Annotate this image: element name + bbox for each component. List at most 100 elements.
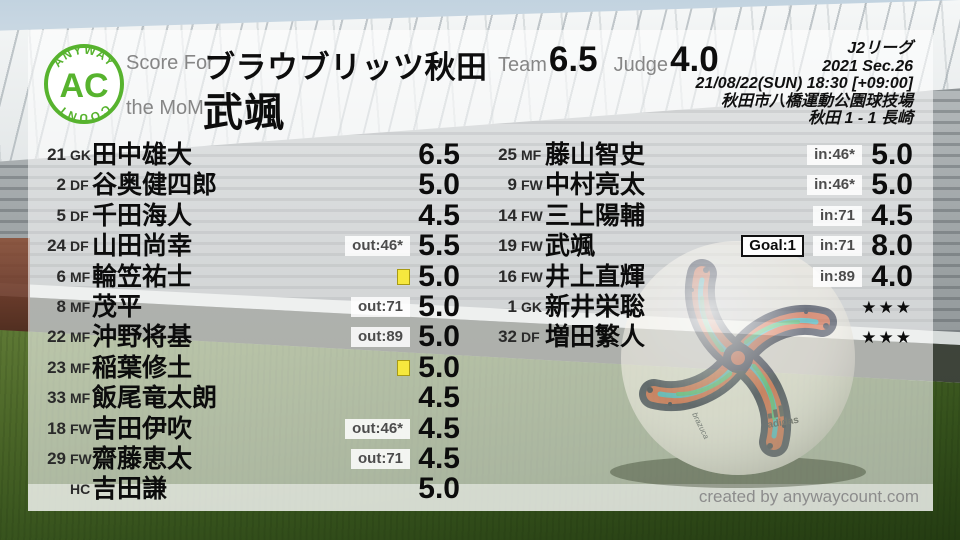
player-number: 6 — [56, 266, 66, 286]
player-row: 8 MF 茂平 out:71 5.0 — [0, 292, 960, 322]
player-rating: 4.5 — [418, 442, 460, 475]
out-badge: out:89 — [351, 327, 410, 348]
player-row: 16 FW 井上直輝 in:89 4.0 — [0, 261, 960, 292]
player-badges: out:71 — [351, 444, 410, 474]
player-row: HC 吉田謙 5.0 — [0, 474, 960, 504]
player-row: 29 FW 齋藤恵太 out:71 4.5 — [0, 444, 960, 474]
player-position: GK — [70, 147, 91, 163]
player-row: 5 DF 千田海人 4.5 — [0, 200, 960, 231]
match-info-kickoff: 21/08/22(SUN) 18:30 [+09:00] — [695, 75, 913, 93]
player-position: MF — [521, 147, 542, 163]
player-number: 21 — [47, 145, 66, 164]
player-badges: out:89 — [351, 322, 410, 352]
player-badges: in:46* — [807, 170, 862, 200]
player-badges: in:89 — [812, 262, 862, 292]
player-rating: 5.0 — [418, 168, 460, 202]
match-info-block: J2リーグ 2021 Sec.26 21/08/22(SUN) 18:30 [+… — [696, 40, 913, 128]
player-name: 谷奥健四郎 — [92, 171, 218, 200]
player-number: 2 — [56, 175, 66, 195]
player-row: 22 MF 沖野将基 out:89 5.0 — [0, 322, 960, 352]
player-number: 33 — [47, 388, 66, 408]
player-position: FW — [521, 238, 543, 255]
player-position: MF — [70, 390, 91, 407]
out-badge: out:46* — [345, 418, 410, 439]
soccer-ball: adidas brazuca — [600, 238, 876, 490]
player-position: MF — [70, 329, 91, 346]
player-name: 井上直輝 — [545, 262, 646, 291]
player-name: 三上陽輔 — [545, 201, 646, 230]
player-number: 32 — [498, 327, 517, 347]
in-badge: in:71 — [812, 205, 862, 226]
player-name: 吉田伊吹 — [92, 414, 193, 443]
player-name: 飯尾竜太朗 — [92, 384, 218, 413]
mom-name: 武颯 — [203, 91, 285, 135]
player-number: 23 — [47, 357, 66, 377]
player-row: 19 FW 武颯 Goal:1 in:71 8.0 — [0, 231, 960, 261]
player-badges: out:46* — [345, 414, 410, 444]
team-score-label: Team — [498, 54, 547, 76]
player-position: DF — [521, 329, 540, 346]
player-position: MF — [70, 299, 91, 315]
anywaycount-logo: ANYWAY COUNT AC — [44, 43, 124, 125]
player-badges: in:46* — [807, 140, 862, 170]
player-badges: out:71 — [351, 292, 410, 322]
score-for-label: Score For — [126, 52, 214, 74]
player-name: 輪笠祐士 — [92, 262, 193, 291]
logo-arc-bottom-text: COUNT — [54, 102, 113, 125]
players-column-left: 21 GK 田中雄大 6.5 2 DF 谷奥健四郎 5.0 5 DF 千田海人 4.5 24 DF 山田尚幸… — [0, 138, 960, 504]
player-rating: 4.5 — [871, 198, 913, 232]
player-number: 22 — [47, 327, 66, 347]
match-info-season: 2021 Sec.26 — [822, 57, 913, 75]
ball-graphic: adidas brazuca — [621, 241, 855, 475]
match-info-scoreline: 秋田 1 - 1 長崎 — [808, 110, 913, 128]
player-position: FW — [70, 451, 92, 467]
team-score-value: 6.5 — [548, 40, 598, 79]
player-number: 14 — [498, 205, 517, 225]
player-position: DF — [70, 207, 89, 224]
player-position: FW — [521, 268, 543, 285]
player-position: MF — [70, 268, 91, 285]
player-position: FW — [521, 207, 543, 224]
player-name: 吉田謙 — [92, 475, 168, 504]
in-badge: in:46* — [807, 175, 862, 196]
player-rating: 4.5 — [418, 381, 460, 415]
player-row: 18 FW 吉田伊吹 out:46* 4.5 — [0, 411, 960, 445]
yellow-card-icon — [397, 268, 410, 285]
player-row: 1 GK 新井栄聡 ★★★ — [0, 292, 960, 322]
mom-label: the MoM — [126, 97, 204, 119]
player-position: FW — [521, 177, 543, 194]
out-badge: out:71 — [351, 449, 410, 469]
player-number: 1 — [507, 297, 517, 316]
match-info-venue: 秋田市八橋運動公園球技場 — [720, 92, 913, 110]
left-seats-patch — [0, 238, 30, 338]
player-number: 24 — [47, 236, 66, 256]
judge-score-value: 4.0 — [670, 40, 719, 79]
player-rating-stars: ★★★ — [861, 298, 913, 317]
out-badge: out:46* — [345, 236, 410, 257]
player-row: 2 DF 谷奥健四郎 5.0 — [0, 170, 960, 200]
player-rating: 5.0 — [871, 168, 913, 202]
player-name: 沖野将基 — [92, 323, 193, 352]
judge-score-label: Judge — [613, 54, 669, 76]
player-name: 齋藤恵太 — [92, 445, 193, 473]
player-rating: 4.5 — [418, 411, 460, 445]
player-rating: 8.0 — [871, 229, 913, 263]
player-rating: 5.5 — [418, 229, 460, 263]
player-name: 武颯 — [545, 232, 596, 261]
player-row: 25 MF 藤山智史 in:46* 5.0 — [0, 140, 960, 170]
player-name: 藤山智史 — [545, 141, 646, 169]
player-row: 23 MF 稲葉修土 5.0 — [0, 352, 960, 383]
player-position: MF — [70, 359, 91, 376]
in-badge: in:46* — [807, 145, 862, 165]
player-position: HC — [70, 481, 91, 498]
team-judge-scores: Team 6.5 Judge 4.0 — [498, 40, 719, 80]
player-name: 中村亮太 — [545, 171, 646, 200]
player-rating: 6.5 — [418, 138, 460, 171]
player-rating-stars: ★★★ — [861, 328, 913, 348]
player-position: DF — [70, 177, 89, 194]
yellow-card-icon — [397, 359, 410, 376]
player-number: 16 — [498, 266, 517, 286]
svg-text:COUNT: COUNT — [54, 102, 113, 125]
player-badges: in:71 — [812, 201, 862, 231]
credit-text: created by anywaycount.com — [698, 487, 919, 506]
